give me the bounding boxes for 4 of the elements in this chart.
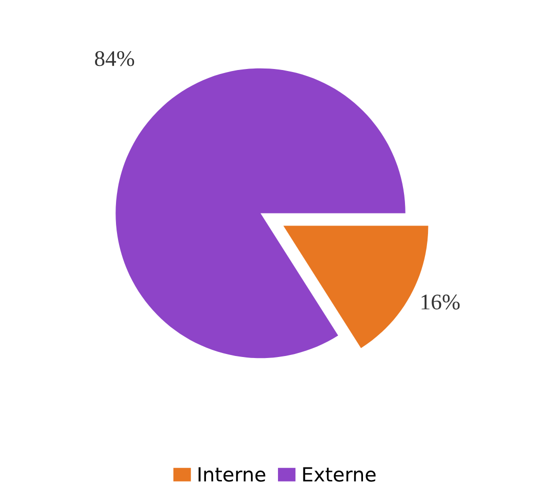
legend-label: Externe — [303, 467, 376, 482]
legend-label: Interne — [198, 467, 266, 482]
data-label: 84% — [95, 51, 134, 66]
data-label: 16% — [422, 294, 460, 310]
